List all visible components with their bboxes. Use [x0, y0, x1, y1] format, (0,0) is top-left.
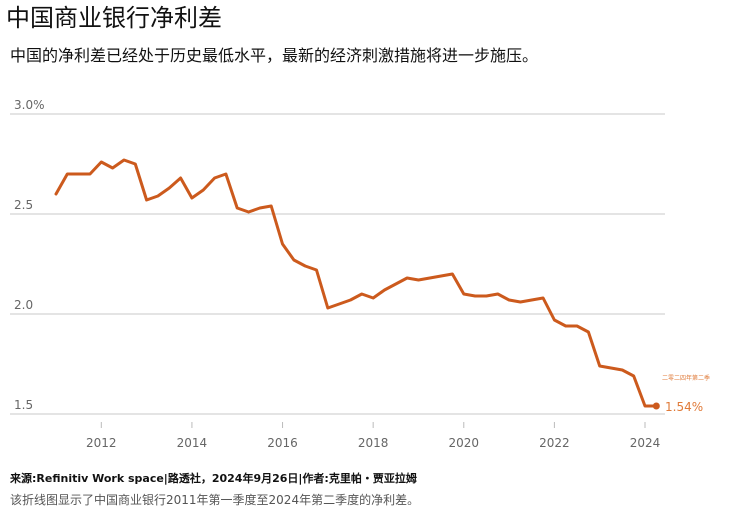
chart-title: 中国商业银行净利差 — [6, 4, 222, 32]
y-tick-label: 3.0% — [14, 98, 45, 112]
end-point-marker — [652, 402, 660, 410]
y-tick-label: 2.5 — [14, 198, 33, 212]
annotation-layer: 二零二四年第二季 1.54% — [662, 374, 710, 414]
y-tick-label: 1.5 — [14, 398, 33, 412]
y-tick-label: 2.0 — [14, 298, 33, 312]
chart-caption: 该折线图显示了中国商业银行2011年第一季度至2024年第二季度的净利差。 — [10, 493, 420, 507]
x-tick-label: 2024 — [630, 436, 661, 450]
x-tick-label: 2014 — [177, 436, 208, 450]
nim-series-line — [54, 158, 658, 408]
source-note: 来源:Refinitiv Work space|路透社，2024年9月26日|作… — [10, 472, 417, 485]
net-interest-margin-chart: 3.0%2.52.01.5 2012 2014 2016 2018 2020 2022 20… — [10, 98, 710, 450]
end-value-label: 1.54% — [665, 400, 703, 414]
y-axis: 3.0% 2.5 2.0 1.5 — [14, 98, 45, 412]
x-tick-label: 2018 — [358, 436, 389, 450]
x-axis: 2012 2014 2016 2018 2020 2022 2024 — [86, 422, 660, 450]
chart-subtitle: 中国的净利差已经处于历史最低水平，最新的经济刺激措施将进一步施压。 — [10, 46, 539, 65]
end-period-label: 二零二四年第二季 — [662, 374, 710, 382]
x-tick-label: 2022 — [539, 436, 570, 450]
x-tick-label: 2020 — [448, 436, 479, 450]
x-tick-label: 2012 — [86, 436, 117, 450]
series-layer — [54, 158, 660, 410]
x-tick-label: 2016 — [267, 436, 298, 450]
grid-layer — [10, 113, 665, 415]
